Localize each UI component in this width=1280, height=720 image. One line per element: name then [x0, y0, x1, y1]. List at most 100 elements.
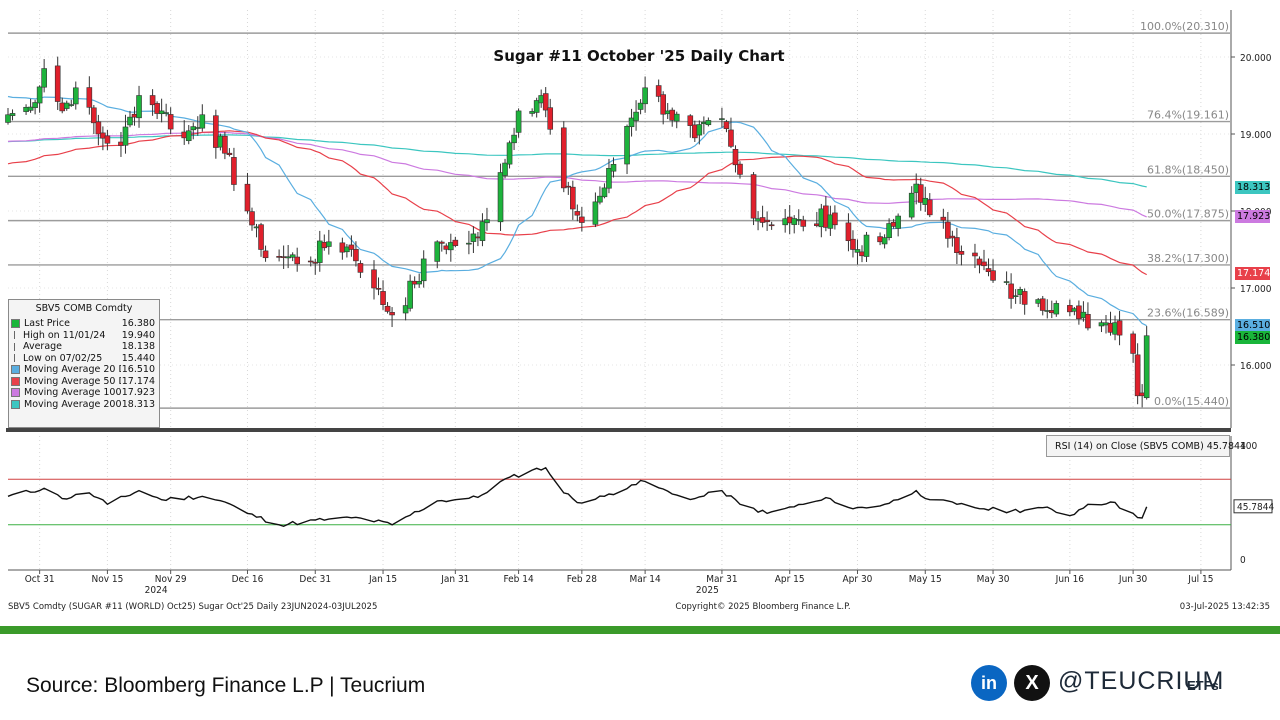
- x-tick-label: Feb 14: [503, 574, 533, 585]
- fib-label: 0.0%(15.440): [1154, 395, 1229, 408]
- candle: [36, 85, 43, 113]
- legend-row[interactable]: Moving Average 50 Day17.174: [9, 376, 159, 388]
- candle: [294, 247, 300, 272]
- candle-body: [723, 121, 730, 129]
- candle-body: [1143, 335, 1150, 399]
- candle-body: [163, 112, 169, 114]
- legend-value: 16.510: [121, 364, 155, 376]
- candle: [506, 140, 513, 169]
- candle-body: [949, 235, 956, 239]
- candle-body: [565, 185, 572, 188]
- y-tick-label: 19.000: [1240, 130, 1272, 141]
- candle-body: [1130, 333, 1136, 354]
- candle: [497, 163, 504, 231]
- candle: [533, 97, 540, 118]
- candle-body: [86, 87, 93, 108]
- legend-row[interactable]: Moving Average 100 Day17.923: [9, 387, 159, 399]
- candle-body: [506, 142, 513, 165]
- linkedin-icon[interactable]: in: [971, 665, 1007, 701]
- candle-body: [258, 224, 264, 250]
- candle-body: [167, 114, 174, 130]
- candle-body: [32, 102, 38, 108]
- candle: [547, 98, 554, 135]
- candle: [438, 240, 445, 252]
- legend-row[interactable]: Last Price 16.380: [9, 318, 159, 330]
- legend-swatch: [14, 354, 19, 363]
- candle-body: [479, 221, 486, 241]
- candle-body: [610, 164, 617, 172]
- legend-row[interactable]: Moving Average 20 Day16.510: [9, 364, 159, 376]
- legend-row[interactable]: Average 18.138: [9, 341, 159, 353]
- price-tag: 16.380: [1235, 331, 1271, 344]
- y-tick-label: 16.000: [1240, 361, 1272, 372]
- candle: [850, 230, 856, 258]
- fib-label: 50.0%(17.875): [1147, 208, 1229, 221]
- candle: [660, 91, 666, 125]
- fib-label: 100.0%(20.310): [1140, 20, 1229, 33]
- candlesticks: [5, 56, 1150, 408]
- candle-body: [54, 65, 61, 102]
- candle: [104, 129, 111, 151]
- candle-body: [389, 312, 395, 316]
- x-tick-label: Nov 15: [91, 574, 123, 585]
- legend-swatch: [11, 319, 20, 329]
- fib-label: 23.6%(16.589): [1147, 307, 1229, 320]
- candle: [258, 222, 264, 257]
- candle-body: [375, 288, 382, 290]
- candle-body: [72, 87, 79, 105]
- candle: [1008, 273, 1014, 309]
- legend-value: 16.380: [121, 318, 155, 330]
- candle-body: [606, 167, 612, 189]
- candle: [416, 273, 422, 288]
- candle: [371, 260, 377, 300]
- candle-body: [719, 118, 725, 120]
- candle-body: [917, 184, 924, 203]
- candle: [940, 208, 947, 229]
- candle: [41, 59, 47, 93]
- candle-body: [420, 258, 427, 282]
- candle: [886, 218, 892, 241]
- candle: [420, 250, 427, 288]
- x-tick-label: Jan 15: [368, 574, 397, 585]
- candle-body: [407, 280, 413, 309]
- legend-value: 17.923: [121, 387, 155, 399]
- candle-body: [289, 254, 296, 258]
- candle-body: [213, 115, 219, 148]
- rsi-value-tag-bg: [1233, 499, 1273, 514]
- candle: [375, 277, 382, 296]
- legend-label: Average: [23, 341, 63, 353]
- price-tag: 16.510: [1235, 319, 1271, 332]
- candle-body: [800, 219, 807, 227]
- candle: [768, 221, 775, 230]
- price-tag: 17.174: [1235, 267, 1271, 280]
- candle-body: [750, 174, 757, 219]
- candle-body: [832, 212, 838, 226]
- candle-body: [768, 224, 775, 227]
- x-icon[interactable]: X: [1014, 665, 1050, 701]
- candle: [163, 103, 169, 117]
- candle: [633, 100, 639, 131]
- legend-row[interactable]: Low on 07/02/25 15.440: [9, 353, 159, 365]
- candle-body: [737, 163, 743, 175]
- legend-title: SBV5 COMB Comdty: [35, 303, 133, 314]
- candle: [1116, 311, 1123, 346]
- x-tick-label: Jun 30: [1118, 574, 1148, 585]
- candle-body: [249, 211, 255, 226]
- legend-row[interactable]: Moving Average 200 Day18.313: [9, 399, 159, 411]
- x-tick-label: Apr 30: [843, 574, 873, 585]
- candle: [167, 107, 174, 134]
- candle-body: [68, 104, 75, 106]
- candle: [881, 234, 888, 249]
- rsi-line: [7, 466, 1148, 528]
- candle-body: [1039, 298, 1046, 311]
- candle-body: [673, 113, 680, 122]
- legend-row[interactable]: High on 11/01/24 19.940: [9, 330, 159, 342]
- candle-body: [104, 135, 111, 144]
- x-tick-label: Dec 31: [299, 574, 331, 585]
- candle: [1012, 289, 1019, 304]
- candle-body: [226, 152, 233, 155]
- candle-body: [27, 106, 34, 111]
- candle: [226, 148, 233, 157]
- candle: [511, 127, 517, 151]
- candle: [1003, 271, 1010, 286]
